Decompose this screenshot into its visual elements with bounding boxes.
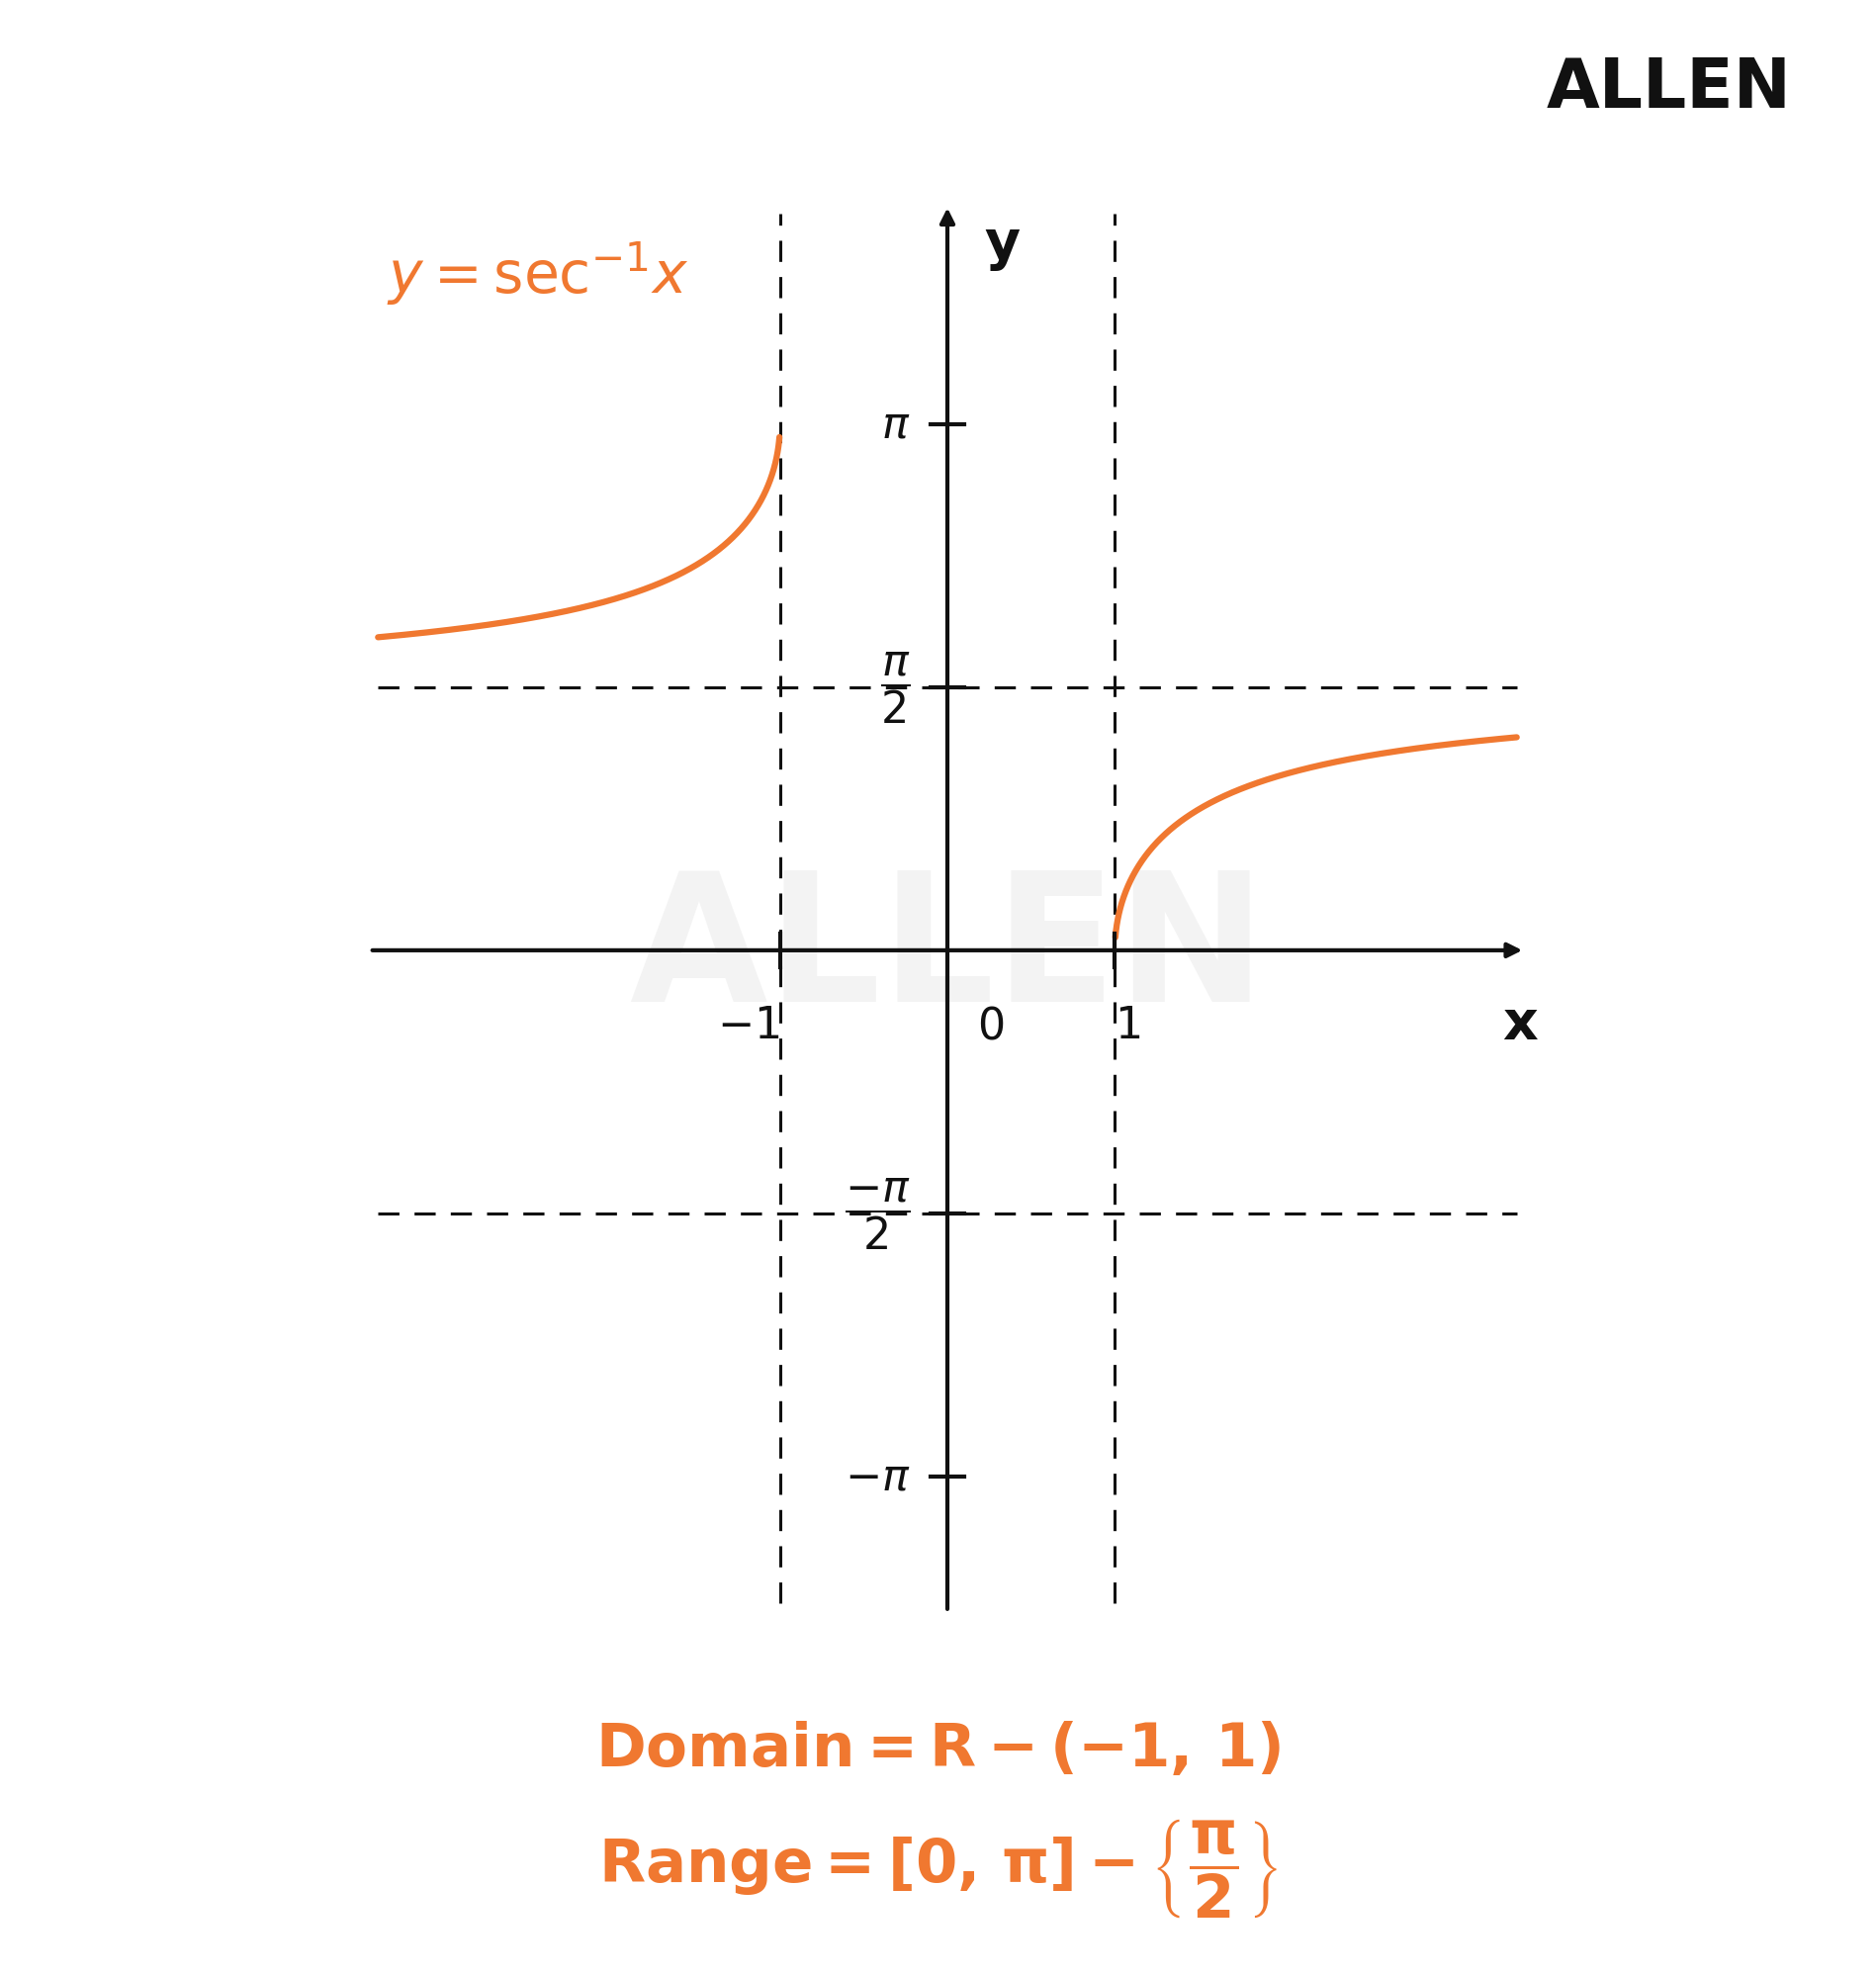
- Text: $1$: $1$: [1114, 1004, 1141, 1047]
- Text: $y = \sec^{-1}\!x$: $y = \sec^{-1}\!x$: [386, 239, 688, 306]
- Text: ALLEN: ALLEN: [628, 865, 1266, 1039]
- Text: y: y: [985, 217, 1021, 271]
- Text: $\dfrac{\pi}{2}$: $\dfrac{\pi}{2}$: [880, 650, 910, 725]
- Text: $-1$: $-1$: [717, 1004, 780, 1047]
- Text: ALLEN: ALLEN: [1546, 55, 1792, 123]
- Text: $\mathbf{Domain = R - (-1,\, 1)}$: $\mathbf{Domain = R - (-1,\, 1)}$: [595, 1719, 1281, 1778]
- Text: $-\pi$: $-\pi$: [844, 1456, 910, 1498]
- Text: x: x: [1503, 998, 1538, 1051]
- Text: $\pi$: $\pi$: [882, 403, 910, 447]
- Text: $\dfrac{-\pi}{2}$: $\dfrac{-\pi}{2}$: [844, 1176, 910, 1251]
- Text: $0$: $0$: [977, 1004, 1004, 1047]
- Text: $\mathbf{Range = [0,\, \pi] - \left\{\dfrac{\pi}{2}\right\}}$: $\mathbf{Range = [0,\, \pi] - \left\{\df…: [598, 1816, 1278, 1919]
